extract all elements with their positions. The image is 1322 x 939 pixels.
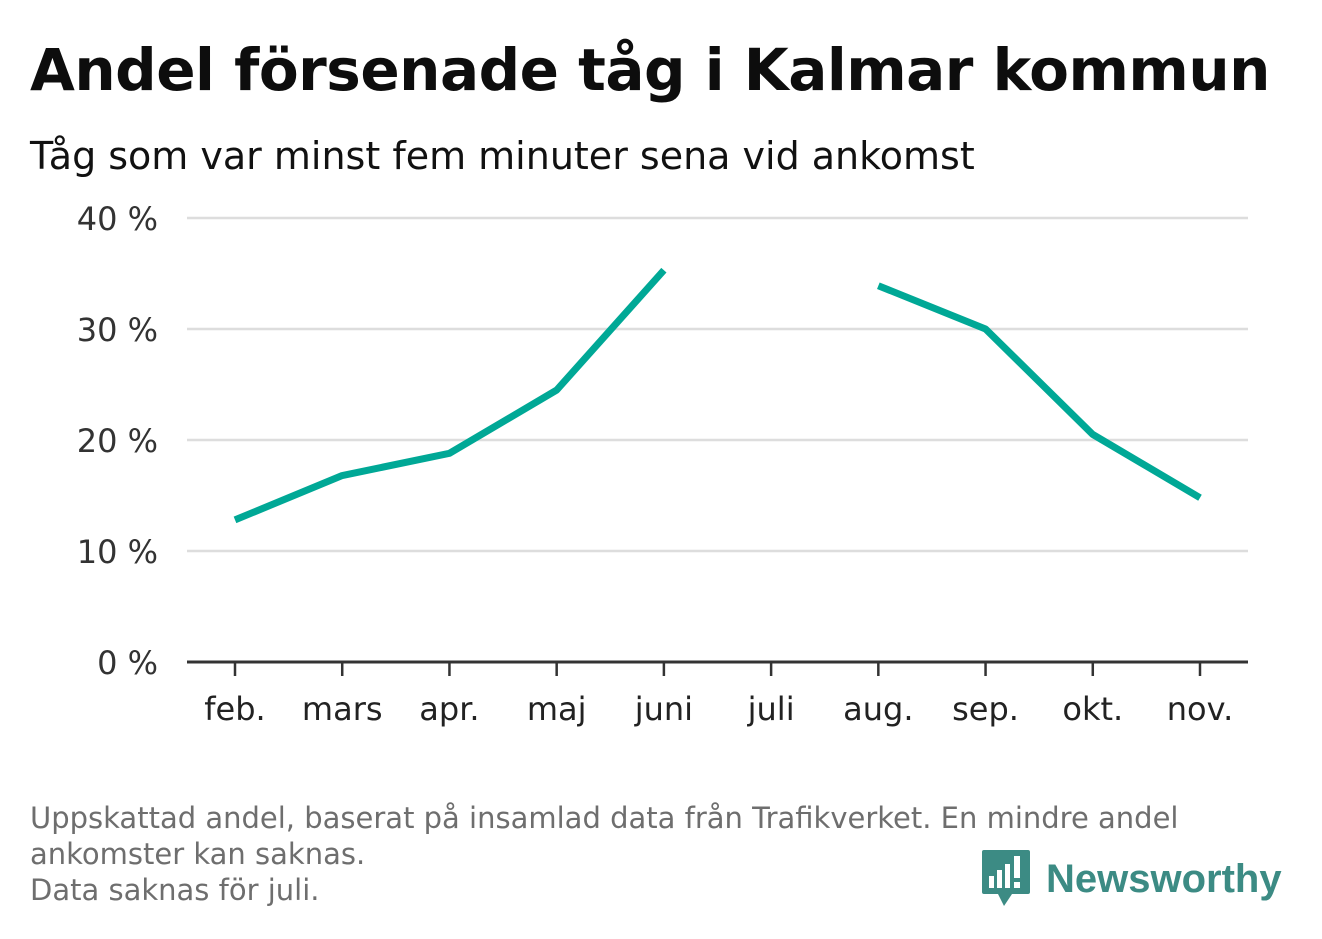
x-tick-label: feb. xyxy=(204,690,265,728)
x-tick-label: mars xyxy=(302,690,383,728)
y-tick-label: 20 % xyxy=(77,422,158,460)
x-tick-label: juli xyxy=(747,690,795,728)
x-tick-label: juni xyxy=(634,690,693,728)
y-tick-label: 40 % xyxy=(77,200,158,238)
footnote: Uppskattad andel, baserat på insamlad da… xyxy=(30,800,1280,908)
footnote-line: ankomster kan saknas. xyxy=(30,837,366,871)
x-tick-label: apr. xyxy=(419,690,479,728)
x-tick-label: okt. xyxy=(1062,690,1123,728)
chart-subtitle: Tåg som var minst fem minuter sena vid a… xyxy=(30,134,975,178)
y-tick-label: 30 % xyxy=(77,311,158,349)
x-tick-label: nov. xyxy=(1167,690,1233,728)
x-tick-label: maj xyxy=(527,690,587,728)
y-tick-label: 10 % xyxy=(77,533,158,571)
series-line xyxy=(233,267,667,524)
brand-name: Newsworthy xyxy=(1046,856,1282,901)
y-tick-label: 0 % xyxy=(97,644,158,682)
footnote-line: Data saknas för juli. xyxy=(30,873,320,907)
footnote-line: Uppskattad andel, baserat på insamlad da… xyxy=(30,801,1179,835)
series-line xyxy=(877,282,1202,501)
chart-speech-bubble-icon xyxy=(982,850,1030,906)
x-tick-label: aug. xyxy=(843,690,913,728)
chart-title: Andel försenade tåg i Kalmar kommun xyxy=(30,36,1270,104)
x-tick-label: sep. xyxy=(952,690,1019,728)
brand-logo: Newsworthy xyxy=(980,848,1282,910)
